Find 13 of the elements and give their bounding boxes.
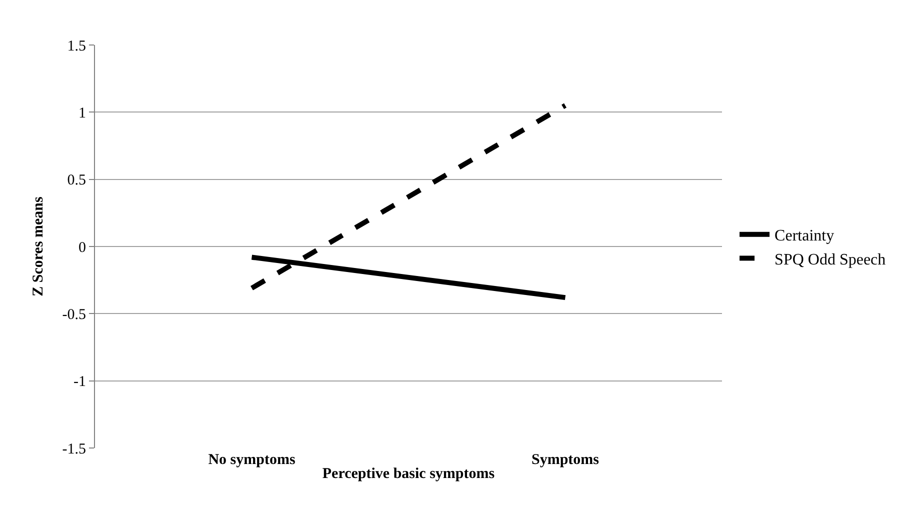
y-tick-label: -1 <box>74 374 86 390</box>
x-tick-label: Symptoms <box>531 452 600 468</box>
legend-label: Certainty <box>774 228 834 245</box>
y-axis-title: Z Scores means <box>30 196 46 296</box>
y-tick-label: -1.5 <box>62 441 86 458</box>
legend-label: SPQ Odd Speech <box>774 251 886 268</box>
y-tick-label: -0.5 <box>62 306 86 323</box>
y-tick-label: 0.5 <box>67 172 86 189</box>
y-tick-label: 0 <box>78 240 86 256</box>
x-axis-title: Perceptive basic symptoms <box>322 466 495 482</box>
y-tick-label: 1 <box>78 105 86 122</box>
y-tick-label: 1.5 <box>67 38 86 54</box>
x-tick-label: No symptoms <box>208 452 296 468</box>
